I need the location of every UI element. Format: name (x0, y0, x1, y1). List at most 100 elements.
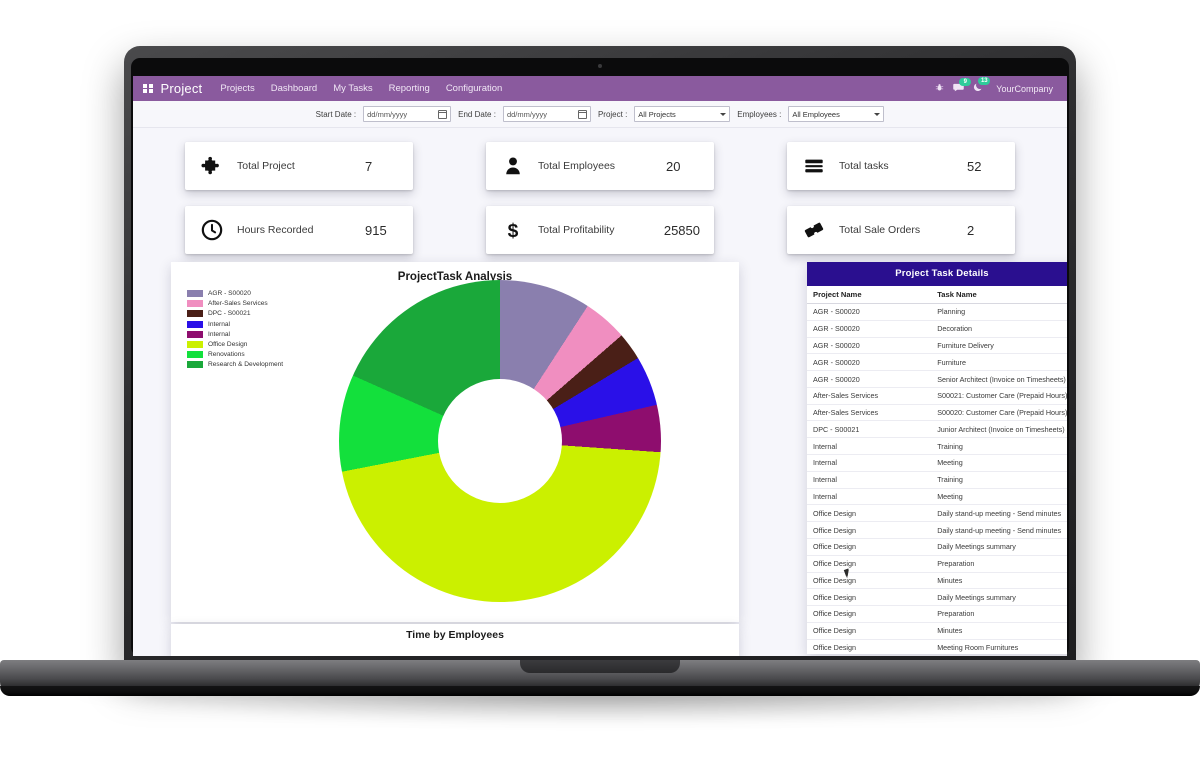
laptop-base-notch (520, 660, 680, 673)
task-list-icon (801, 153, 827, 179)
table-row[interactable]: Internal Training (807, 437, 1067, 456)
legend-label: DPC - S00021 (208, 310, 251, 318)
cell-project-name: AGR - S00020 (807, 337, 932, 355)
cell-task-name: Daily stand-up meeting - Send minutes (931, 504, 1067, 523)
cell-task-name: Minutes (931, 622, 1067, 640)
nav-item-projects[interactable]: Projects (220, 83, 255, 94)
nav-item-reporting[interactable]: Reporting (388, 83, 430, 94)
legend-item[interactable]: Internal (187, 320, 283, 328)
cell-task-name: Preparation (931, 605, 1067, 623)
cell-project-name: AGR - S00020 (807, 353, 932, 372)
column-header-task-name: Task Name (931, 286, 1067, 304)
app-screen: Project Projects Dashboard My Tasks Repo… (133, 76, 1067, 656)
project-filter-select[interactable]: All Projects (634, 106, 731, 122)
start-date-value: dd/mm/yyyy (367, 109, 408, 119)
cell-task-name: Meeting Room Furnitures (931, 639, 1067, 654)
cell-project-name: Internal (807, 488, 932, 506)
legend-item[interactable]: Office Design (187, 340, 283, 348)
cell-task-name: Daily stand-up meeting - Send minutes (931, 521, 1067, 539)
table-row[interactable]: Office Design Minutes (807, 572, 1067, 590)
table-row[interactable]: Office Design Daily Meetings summary (807, 538, 1067, 556)
table-row[interactable]: Office Design Preparation (807, 555, 1067, 573)
calendar-icon[interactable] (438, 109, 448, 119)
messages-icon[interactable]: 9 (953, 77, 972, 95)
calendar-icon[interactable] (577, 109, 587, 119)
legend-item[interactable]: Research & Development (187, 361, 283, 369)
bug-icon[interactable] (935, 83, 944, 95)
messages-badge: 9 (959, 77, 972, 86)
cell-task-name: Senior Architect (Invoice on Timesheets) (931, 370, 1067, 388)
table-row[interactable]: After-Sales Services S00021: Customer Car… (807, 387, 1067, 405)
table-row[interactable]: Office Design Daily Meetings summary (807, 588, 1067, 607)
nav-item-dashboard[interactable]: Dashboard (270, 83, 318, 94)
table-row[interactable]: Office Design Daily stand-up meeting - Se… (807, 521, 1067, 539)
projecttask-analysis-chart-card: ProjectTask Analysis AGR - S00020 After-S… (171, 262, 739, 622)
cell-project-name: Internal (807, 454, 932, 472)
table-row[interactable]: After-Sales Services S00020: Customer Car… (807, 404, 1067, 422)
legend-swatch-icon (187, 330, 203, 338)
kpi-value: 7 (365, 158, 373, 174)
cell-task-name: Daily Meetings summary (931, 588, 1067, 607)
cell-task-name: S00020: Customer Care (Prepaid Hours) (931, 404, 1067, 422)
table-row[interactable]: AGR - S00020 Planning (807, 303, 1067, 321)
table-row[interactable]: Office Design Minutes (807, 622, 1067, 640)
table-row[interactable]: AGR - S00020 Senior Architect (Invoice on… (807, 370, 1067, 388)
legend-label: Internal (208, 330, 230, 338)
time-by-employees-label: Time by Employees (406, 629, 504, 641)
legend-item[interactable]: Internal (187, 330, 283, 338)
table-row[interactable]: Internal Meeting (807, 454, 1067, 472)
svg-text:$: $ (508, 221, 519, 241)
kpi-label: Total Sale Orders (839, 224, 921, 236)
grid-apps-icon[interactable] (143, 83, 153, 94)
table-row[interactable]: AGR - S00020 Furniture (807, 353, 1067, 372)
activities-badge: 13 (978, 77, 991, 85)
legend-item[interactable]: After-Sales Services (187, 300, 283, 308)
filter-bar: Start Date : dd/mm/yyyy End Date : dd/mm… (133, 101, 1067, 128)
kpi-card-total-sale-orders[interactable]: Total Sale Orders 2 (787, 206, 1015, 254)
table-body: AGR - S00020 Planning AGR - S00020 Decorati… (807, 303, 1067, 654)
cell-project-name: Office Design (807, 538, 932, 556)
dollar-icon: $ (500, 217, 526, 243)
employees-filter-value: All Employees (792, 109, 840, 119)
cell-task-name: Junior Architect (Invoice on Timesheets) (931, 420, 1067, 439)
table-row[interactable]: AGR - S00020 Decoration (807, 320, 1067, 338)
kpi-card-total-project[interactable]: Total Project 7 (185, 142, 413, 190)
table-row[interactable]: Office Design Preparation (807, 605, 1067, 623)
kpi-value: 915 (365, 222, 387, 238)
legend-label: Office Design (208, 340, 248, 348)
kpi-card-total-profitability[interactable]: $ Total Profitability 25850 (486, 206, 714, 254)
legend-item[interactable]: AGR - S00020 (187, 290, 283, 297)
chart-legend: AGR - S00020 After-Sales Services DPC - S0… (187, 290, 283, 369)
person-icon (500, 153, 526, 179)
table-row[interactable]: DPC - S00021 Junior Architect (Invoice on… (807, 420, 1067, 439)
employees-filter-select[interactable]: All Employees (788, 106, 885, 122)
cell-task-name: Preparation (931, 555, 1067, 573)
kpi-card-total-tasks[interactable]: Total tasks 52 (787, 142, 1015, 190)
cell-project-name: After-Sales Services (807, 387, 932, 405)
app-brand-title: Project (160, 81, 203, 96)
kpi-label: Total Project (237, 160, 295, 172)
chart-footer-label-card: Time by Employees (171, 624, 739, 656)
kpi-card-hours-recorded[interactable]: Hours Recorded 915 (185, 206, 413, 254)
nav-item-configuration[interactable]: Configuration (445, 83, 503, 94)
kpi-card-total-employees[interactable]: Total Employees 20 (486, 142, 714, 190)
legend-item[interactable]: DPC - S00021 (187, 310, 283, 318)
chevron-down-icon (720, 112, 727, 116)
cell-project-name: AGR - S00020 (807, 370, 932, 388)
start-date-input[interactable]: dd/mm/yyyy (363, 106, 452, 122)
table-row[interactable]: AGR - S00020 Furniture Delivery (807, 337, 1067, 355)
activities-icon[interactable]: 13 (973, 77, 991, 95)
table-row[interactable]: Office Design Meeting Room Furnitures (807, 639, 1067, 654)
table-row[interactable]: Internal Training (807, 471, 1067, 489)
user-company-menu[interactable]: YourCompany (996, 83, 1053, 94)
table-row[interactable]: Internal Meeting (807, 488, 1067, 506)
end-date-input[interactable]: dd/mm/yyyy (502, 106, 591, 122)
table-row[interactable]: Office Design Daily stand-up meeting - Se… (807, 504, 1067, 523)
donut-chart[interactable] (339, 280, 661, 602)
cell-project-name: DPC - S00021 (807, 420, 932, 439)
nav-item-my-tasks[interactable]: My Tasks (333, 83, 373, 94)
cell-task-name: Minutes (931, 572, 1067, 590)
project-task-details-card: Project Task Details Project Name Task N… (807, 262, 1067, 654)
legend-item[interactable]: Renovations (187, 351, 283, 359)
